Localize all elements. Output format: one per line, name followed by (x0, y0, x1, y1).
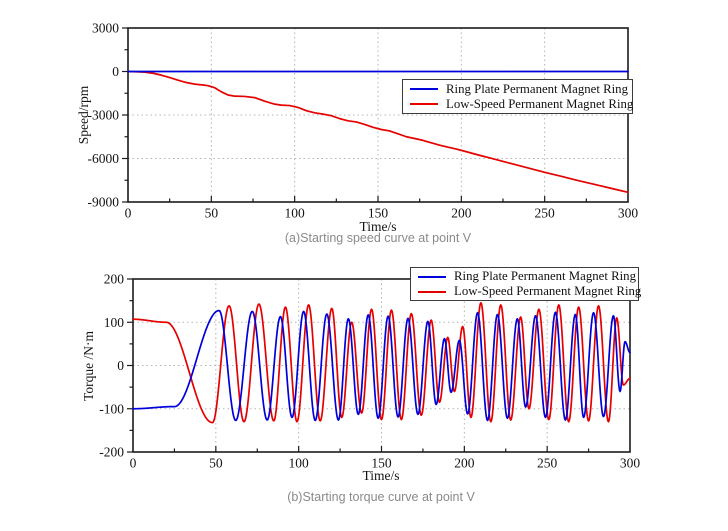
y-tick-label: -100 (99, 401, 124, 416)
caption-a: (a)Starting speed curve at point V (284, 231, 472, 245)
x-tick-label: 300 (620, 456, 641, 471)
x-tick-label: 250 (537, 456, 558, 471)
y-tick-label: 100 (104, 315, 125, 330)
x-tick-label: 50 (205, 206, 219, 221)
y-tick-label: 0 (117, 358, 124, 373)
legend-entry-ring-plate: Ring Plate Permanent Magnet Ring (418, 269, 636, 284)
speed-series-low-speed-permanent-magnet-ring (127, 70, 629, 194)
torque-x-axis-label: Time/s (362, 468, 400, 483)
x-tick-label: 200 (451, 206, 472, 221)
y-tick-label: -3000 (88, 108, 120, 123)
y-tick-label: 3000 (92, 21, 119, 36)
x-tick-label: 0 (125, 206, 132, 221)
x-tick-label: 300 (618, 206, 639, 221)
torque-chart-legend: Ring Plate Permanent Magnet Ring Low-Spe… (410, 267, 641, 301)
x-tick-label: 100 (289, 456, 310, 471)
legend-entry-ring-plate: Ring Plate Permanent Magnet Ring (410, 82, 628, 97)
speed-chart: 0 50 100 150 200 250 300 3000 0 -3000 -6000 -9000 (88, 21, 639, 221)
x-tick-label: 50 (209, 456, 223, 471)
y-tick-label: -200 (99, 445, 124, 460)
y-tick-label: -9000 (88, 195, 120, 210)
legend-entry-low-speed: Low-Speed Permanent Magnet Ring (410, 97, 633, 112)
y-tick-label: 0 (112, 64, 119, 79)
legend-label-ring-plate: Ring Plate Permanent Magnet Ring (454, 269, 636, 283)
torque-series-ring-plate-permanent-magnet-ring (132, 309, 631, 422)
x-tick-label: 250 (535, 206, 556, 221)
legend-label-ring-plate: Ring Plate Permanent Magnet Ring (446, 81, 628, 96)
x-tick-label: 150 (368, 206, 389, 221)
plot-frame (132, 278, 631, 453)
x-tick-label: 200 (454, 456, 475, 471)
legend-line-swatch-blue (410, 88, 438, 90)
caption-b: (b)Starting torque curve at point V (287, 490, 475, 504)
legend-line-swatch-red (410, 103, 438, 105)
plot-frame (127, 27, 629, 203)
legend-entry-low-speed: Low-Speed Permanent Magnet Ring (418, 284, 641, 299)
x-tick-label: 100 (285, 206, 306, 221)
torque-chart: 0 50 100 150 200 250 300 200 100 0 -100 -200 (99, 272, 640, 471)
x-tick-label: 150 (371, 456, 392, 471)
legend-line-swatch-blue (418, 275, 446, 278)
legend-label-low-speed: Low-Speed Permanent Magnet Ring (446, 96, 634, 111)
legend-line-swatch-red (418, 290, 446, 293)
legend-label-low-speed: Low-Speed Permanent Magnet Ring (454, 284, 642, 298)
y-tick-label: -6000 (88, 151, 120, 166)
x-tick-label: 0 (130, 456, 137, 471)
torque-y-axis-label: Torque /N·m (81, 331, 96, 401)
speed-y-axis-label: Speed/rpm (76, 85, 91, 145)
speed-x-axis-label: Time/s (359, 219, 397, 234)
speed-chart-legend: Ring Plate Permanent Magnet Ring Low-Spe… (402, 79, 633, 114)
y-tick-label: 200 (104, 272, 125, 287)
